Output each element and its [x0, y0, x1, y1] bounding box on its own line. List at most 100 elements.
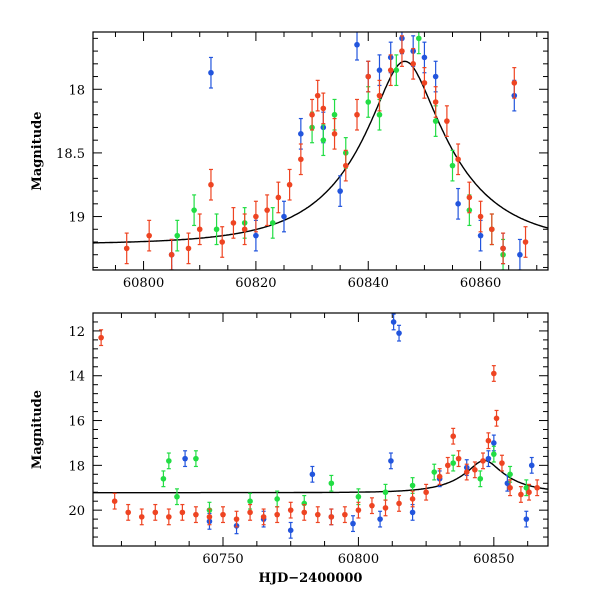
data-point — [213, 226, 220, 233]
data-point — [166, 514, 172, 520]
y-tick-label: 18 — [68, 459, 85, 474]
y-tick-label: 12 — [68, 325, 85, 340]
data-point — [247, 509, 253, 516]
data-point — [230, 220, 237, 226]
data-point — [350, 520, 356, 527]
data-point — [477, 213, 484, 220]
data-point — [485, 455, 492, 462]
data-point — [301, 509, 308, 516]
x-tick-label: 60860 — [460, 276, 501, 291]
data-point — [314, 511, 321, 518]
data-point — [455, 156, 461, 163]
data-point — [436, 473, 443, 480]
data-point — [466, 194, 473, 201]
data-point — [342, 162, 349, 169]
data-point — [390, 319, 397, 325]
data-point — [309, 471, 316, 478]
y-axis-title: Magnitude — [30, 390, 45, 469]
data-point — [286, 181, 293, 188]
x-tick-label: 60850 — [473, 552, 514, 567]
data-points — [98, 313, 540, 539]
data-point — [511, 80, 518, 86]
y-axis-title: Magnitude — [30, 111, 45, 190]
data-point — [517, 251, 523, 258]
data-point — [369, 502, 375, 509]
data-point — [455, 455, 462, 462]
data-point — [463, 469, 470, 475]
data-point — [499, 460, 505, 466]
data-point — [274, 496, 280, 502]
data-point — [409, 482, 416, 489]
data-point — [298, 131, 304, 137]
data-point — [260, 514, 267, 520]
x-tick-label: 60820 — [235, 276, 276, 291]
data-point — [477, 475, 484, 482]
data-point — [193, 455, 199, 462]
data-point — [507, 484, 513, 491]
data-point — [309, 111, 315, 118]
data-point — [396, 330, 402, 336]
data-point — [393, 67, 400, 73]
data-point — [528, 462, 535, 469]
data-point — [208, 181, 214, 188]
data-point — [523, 516, 530, 522]
data-point — [450, 460, 457, 466]
data-point — [219, 239, 225, 245]
data-point — [182, 455, 188, 462]
data-point — [253, 213, 259, 220]
data-point — [382, 489, 389, 496]
plot-frame — [92, 31, 549, 271]
y-tick-label: 18.5 — [56, 147, 85, 162]
data-point — [354, 41, 360, 48]
x-tick-label: 60800 — [123, 276, 164, 291]
data-point — [388, 458, 394, 464]
data-point — [507, 471, 513, 478]
data-point — [320, 105, 327, 112]
data-point — [518, 491, 524, 498]
data-point — [355, 507, 362, 513]
data-point — [382, 505, 389, 511]
data-point — [185, 245, 192, 252]
data-point — [365, 73, 372, 80]
data-point — [444, 118, 450, 124]
data-point — [491, 451, 497, 457]
data-point — [287, 527, 294, 534]
data-point — [328, 480, 335, 487]
data-point — [314, 92, 321, 99]
data-point — [138, 514, 145, 520]
data-point — [410, 61, 416, 67]
data-point — [233, 516, 240, 522]
data-point — [274, 511, 280, 518]
data-point — [493, 415, 500, 422]
plot-frame — [92, 312, 549, 547]
data-point — [450, 433, 457, 440]
data-point — [264, 207, 270, 213]
model-curve — [93, 60, 548, 244]
data-point — [320, 137, 327, 143]
data-point — [168, 251, 175, 258]
data-point — [526, 489, 532, 496]
data-point — [432, 73, 439, 80]
data-point — [208, 69, 214, 76]
data-point — [241, 226, 248, 233]
data-point — [432, 99, 439, 105]
data-point — [491, 370, 497, 377]
data-point — [125, 509, 132, 516]
data-point — [193, 511, 199, 518]
data-point — [152, 509, 159, 516]
data-point — [98, 334, 104, 341]
data-point — [166, 458, 172, 464]
data-point — [196, 226, 203, 233]
data-point — [191, 207, 197, 213]
data-point — [281, 213, 287, 220]
data-point — [491, 440, 497, 446]
data-point — [111, 498, 118, 504]
data-point — [472, 467, 478, 473]
y-tick-label: 19 — [68, 211, 85, 226]
x-tick-label: 60840 — [348, 276, 389, 291]
data-point — [409, 509, 416, 516]
data-point — [477, 232, 484, 239]
data-point — [534, 484, 540, 491]
data-point — [444, 462, 451, 469]
data-point — [377, 516, 383, 522]
